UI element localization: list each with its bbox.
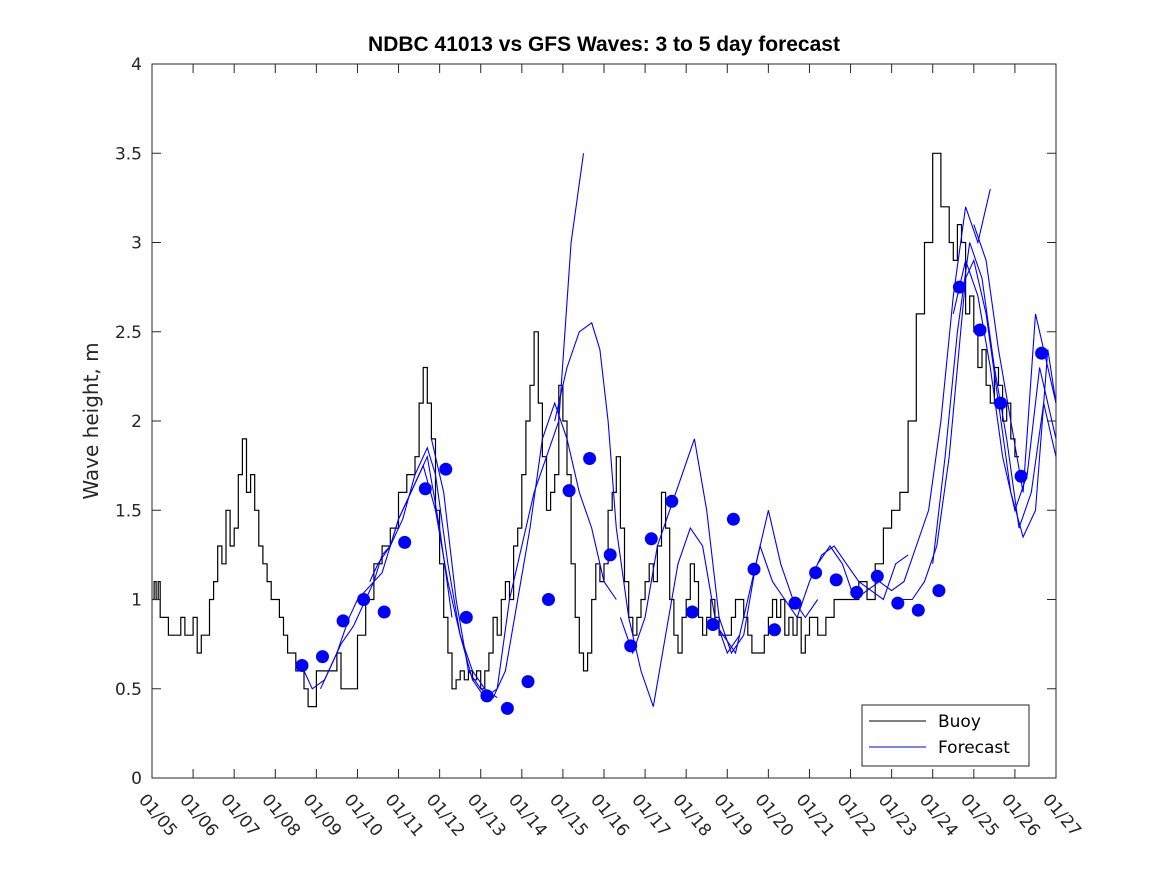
y-tick-label: 3 — [131, 234, 142, 254]
forecast-point-marker — [829, 573, 843, 587]
forecast-point-marker — [747, 562, 761, 576]
forecast-run-line-9 — [899, 258, 1057, 601]
forecast-run-line-12 — [973, 224, 1057, 493]
y-tick-label: 3.5 — [115, 144, 142, 164]
forecast-point-marker — [459, 610, 473, 624]
forecast-point-marker — [603, 548, 617, 562]
y-tick-label: 0 — [131, 769, 142, 789]
chart-title: NDBC 41013 vs GFS Waves: 3 to 5 day fore… — [368, 33, 840, 56]
forecast-point-marker — [480, 689, 494, 703]
forecast-point-marker — [788, 596, 802, 610]
forecast-point-marker — [665, 494, 679, 508]
forecast-point-marker — [439, 462, 453, 476]
forecast-point-marker — [891, 596, 905, 610]
forecast-run-line-6 — [619, 438, 819, 655]
legend-forecast-label: Forecast — [938, 738, 1010, 758]
plot-area — [152, 152, 1057, 715]
forecast-run-line-3 — [369, 153, 585, 699]
forecast-point-marker — [911, 603, 925, 617]
forecast-run-line-7 — [710, 544, 909, 655]
forecast-run-line-4 — [430, 401, 617, 699]
forecast-point-marker — [952, 280, 966, 294]
forecast-point-marker — [973, 323, 987, 337]
forecast-point-marker — [562, 484, 576, 498]
forecast-point-marker — [809, 566, 823, 580]
y-tick-label: 0.5 — [115, 680, 142, 700]
forecast-point-marker — [870, 569, 884, 583]
forecast-point-marker — [1014, 469, 1028, 483]
legend: Buoy Forecast — [861, 704, 1030, 767]
forecast-point-marker — [850, 585, 864, 599]
forecast-point-marker — [500, 701, 514, 715]
forecast-run-line-5 — [554, 321, 741, 707]
forecast-point-marker — [521, 675, 535, 689]
forecast-run-line-8 — [817, 188, 991, 601]
forecast-point-marker — [542, 593, 555, 606]
forecast-point-marker — [624, 639, 638, 653]
y-tick-label: 2 — [131, 412, 142, 432]
legend-buoy-label: Buoy — [938, 712, 981, 732]
forecast-point-marker — [336, 614, 350, 628]
forecast-point-marker — [644, 532, 658, 546]
y-tick-label: 1.5 — [115, 501, 142, 521]
forecast-point-marker — [768, 623, 781, 637]
buoy-series-line — [152, 152, 1019, 708]
forecast-point-marker — [932, 584, 946, 598]
y-tick-label: 1 — [131, 591, 142, 611]
forecast-run-line-10 — [932, 242, 1057, 564]
y-axis-label: Wave height, m — [79, 342, 103, 499]
legend-box — [861, 704, 1030, 767]
y-tick-label: 4 — [131, 55, 142, 75]
forecast-point-marker — [398, 535, 412, 549]
forecast-point-marker — [377, 605, 391, 619]
forecast-point-marker — [583, 452, 597, 465]
forecast-point-marker — [706, 618, 720, 631]
forecast-point-marker — [1035, 346, 1049, 360]
forecast-point-marker — [418, 482, 432, 496]
forecast-point-marker — [726, 512, 740, 526]
forecast-point-marker — [316, 650, 329, 664]
forecast-run-line-11 — [952, 258, 1057, 513]
forecast-point-marker — [295, 659, 309, 672]
y-tick-label: 2.5 — [115, 323, 142, 343]
forecast-point-marker — [685, 605, 699, 619]
forecast-point-marker — [357, 593, 371, 606]
forecast-point-marker — [994, 396, 1007, 410]
